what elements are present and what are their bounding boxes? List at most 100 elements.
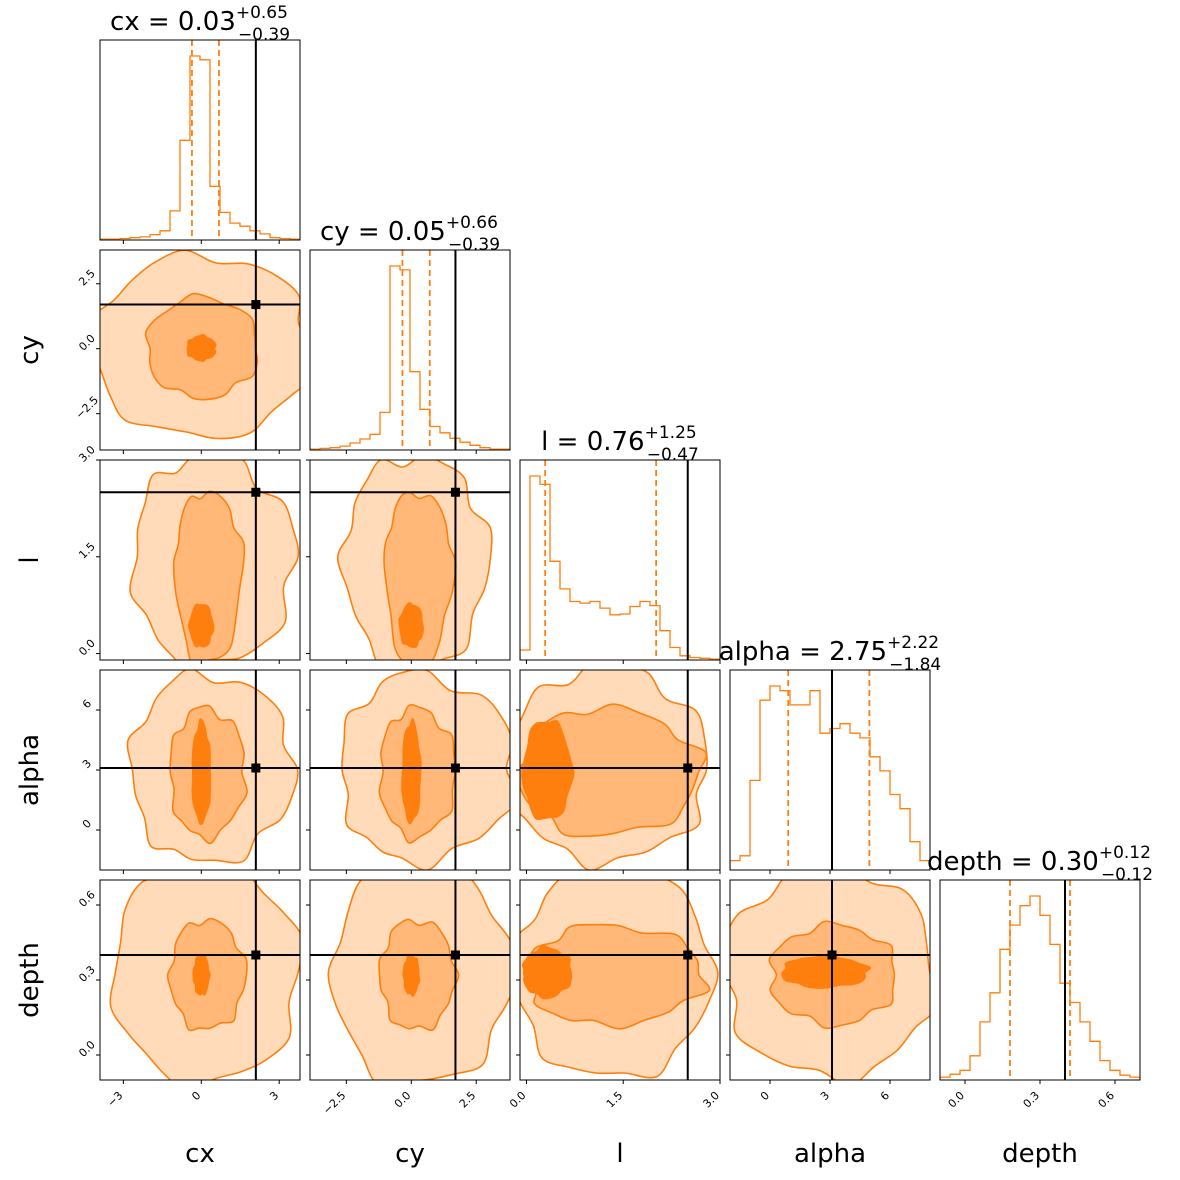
title-plus-depth: +0.12 bbox=[1099, 843, 1151, 863]
histogram-cx bbox=[100, 55, 300, 240]
y-tick-label-alpha: 0 bbox=[80, 817, 94, 831]
panel-l-alpha bbox=[516, 669, 721, 874]
y-axis-label-l: l bbox=[15, 556, 45, 563]
y-tick-label-cy: −2.5 bbox=[73, 394, 101, 422]
truth-marker-cy-depth bbox=[450, 950, 460, 960]
truth-marker-cx-l bbox=[251, 487, 261, 497]
panel-alpha-alpha: alpha = 2.75+2.22 −1.84 bbox=[719, 633, 942, 874]
panel-cy-alpha bbox=[306, 669, 511, 874]
x-tick-label-cy: 0.0 bbox=[392, 1089, 414, 1111]
histogram-alpha bbox=[730, 685, 930, 870]
y-tick-label-cy: 2.5 bbox=[76, 267, 98, 289]
contour-inner-l-depth bbox=[521, 944, 573, 1000]
contour-inner-l-alpha bbox=[521, 719, 575, 821]
title-minus-cx: −0.39 bbox=[238, 25, 290, 45]
title-minus-cy: −0.39 bbox=[448, 235, 500, 255]
title-minus-alpha: −1.84 bbox=[889, 655, 941, 675]
x-tick-label-cy: 2.5 bbox=[457, 1089, 479, 1111]
y-axis-label-depth: depth bbox=[15, 942, 45, 1018]
panel-cx-depth: −3 0 3 0.0 0.3 0.6 bbox=[76, 879, 301, 1110]
contour-inner-cy-l bbox=[398, 602, 424, 649]
panel-cx-cx: cx = 0.03+0.65 −0.39 bbox=[99, 3, 301, 244]
panel-cy-depth: −2.5 0.0 2.5 bbox=[306, 879, 511, 1117]
panel-frame bbox=[99, 39, 301, 241]
x-tick-label-alpha: 0 bbox=[758, 1089, 772, 1103]
panel-l-l: l = 0.76+1.25 −0.47 bbox=[519, 423, 721, 664]
x-axis-label-depth: depth bbox=[1002, 1139, 1078, 1169]
title-plus-l: +1.25 bbox=[645, 423, 697, 443]
panel-frame bbox=[309, 459, 511, 661]
panel-alpha-depth: 0 3 6 bbox=[726, 879, 931, 1103]
title-depth: depth = 0.30+0.12 −0.12 bbox=[927, 843, 1153, 885]
x-tick-label-alpha: 3 bbox=[818, 1089, 832, 1103]
x-tick-label-cy: −2.5 bbox=[320, 1089, 348, 1117]
x-tick-label-depth: 0.6 bbox=[1096, 1089, 1118, 1111]
panel-cx-alpha: 0 3 6 bbox=[80, 669, 301, 874]
contour-inner-cx-l bbox=[187, 603, 215, 648]
truth-marker-cx-depth bbox=[251, 950, 261, 960]
x-tick-label-cx: 3 bbox=[267, 1089, 281, 1103]
y-tick-label-alpha: 3 bbox=[80, 757, 94, 771]
truth-marker-cy-alpha bbox=[450, 763, 460, 773]
y-tick-label-alpha: 6 bbox=[80, 697, 94, 711]
contour-middle-l-alpha bbox=[520, 703, 708, 838]
y-tick-label-depth: 0.3 bbox=[76, 963, 98, 985]
panel-frame bbox=[519, 459, 721, 661]
y-tick-label-depth: 0.0 bbox=[76, 1038, 98, 1060]
y-tick-label-l: 0.0 bbox=[76, 637, 98, 659]
y-tick-label-l: 1.5 bbox=[76, 540, 98, 562]
truth-marker-l-alpha bbox=[683, 763, 693, 773]
x-tick-label-depth: 0.0 bbox=[946, 1089, 968, 1111]
x-tick-label-cx: −3 bbox=[105, 1089, 126, 1110]
y-tick-label-cy: 0.0 bbox=[76, 332, 98, 354]
x-axis-label-l: l bbox=[616, 1139, 623, 1169]
x-tick-label-l: 0.0 bbox=[507, 1089, 529, 1111]
y-tick-label-depth: 0.6 bbox=[76, 888, 98, 910]
contour-inner-alpha-depth bbox=[781, 954, 872, 989]
panel-frame bbox=[309, 249, 511, 451]
truth-marker-cx-alpha bbox=[251, 763, 261, 773]
panel-cx-cy: −2.5 0.0 2.5 bbox=[73, 249, 301, 454]
x-tick-label-depth: 0.3 bbox=[1021, 1089, 1043, 1111]
histogram-l bbox=[520, 475, 720, 660]
histogram-cy bbox=[310, 265, 510, 450]
x-axis-label-cy: cy bbox=[395, 1139, 425, 1169]
contour-inner-cx-alpha bbox=[191, 718, 211, 826]
title-main-cx: cx = 0.03 bbox=[110, 7, 236, 37]
y-axis-label-alpha: alpha bbox=[15, 734, 45, 806]
panel-cy-l bbox=[306, 459, 511, 664]
panel-cy-cy: cy = 0.05+0.66 −0.39 bbox=[309, 213, 511, 454]
x-axis-label-cx: cx bbox=[185, 1139, 215, 1169]
panel-frame bbox=[99, 459, 301, 661]
x-tick-label-cx: 0 bbox=[189, 1089, 203, 1103]
title-plus-cy: +0.66 bbox=[446, 213, 498, 233]
y-tick-label-l: 3.0 bbox=[76, 443, 98, 465]
panel-l-depth: 0.0 1.5 3.0 bbox=[507, 879, 723, 1111]
title-main-alpha: alpha = 2.75 bbox=[719, 637, 887, 667]
contour-inner-cy-alpha bbox=[401, 718, 422, 825]
x-tick-label-l: 3.0 bbox=[701, 1089, 723, 1111]
title-plus-alpha: +2.22 bbox=[887, 633, 939, 653]
panel-frame bbox=[99, 249, 301, 451]
panel-cx-l: 0.0 1.5 3.0 bbox=[76, 443, 301, 664]
title-l: l = 0.76+1.25 −0.47 bbox=[541, 423, 699, 465]
panel-depth-depth: depth = 0.30+0.12 −0.12 0.0 0.3 0.6 bbox=[927, 843, 1153, 1110]
title-cx: cx = 0.03+0.65 −0.39 bbox=[110, 3, 290, 45]
x-tick-label-l: 1.5 bbox=[604, 1089, 626, 1111]
title-alpha: alpha = 2.75+2.22 −1.84 bbox=[719, 633, 942, 675]
y-axis-label-cy: cy bbox=[15, 335, 45, 365]
title-main-depth: depth = 0.30 bbox=[927, 847, 1099, 877]
title-cy: cy = 0.05+0.66 −0.39 bbox=[320, 213, 500, 255]
histogram-depth bbox=[940, 895, 1140, 1080]
contour-inner-cx-depth bbox=[192, 954, 211, 996]
truth-marker-alpha-depth bbox=[827, 950, 837, 960]
title-minus-l: −0.47 bbox=[647, 445, 699, 465]
title-main-cy: cy = 0.05 bbox=[320, 217, 446, 247]
contour-inner-cx-cy bbox=[186, 333, 217, 362]
x-tick-label-alpha: 6 bbox=[878, 1089, 892, 1103]
x-axis-label-alpha: alpha bbox=[794, 1139, 866, 1169]
title-minus-depth: −0.12 bbox=[1101, 865, 1153, 885]
contour-inner-cy-depth bbox=[402, 954, 421, 997]
title-main-l: l = 0.76 bbox=[541, 427, 644, 457]
